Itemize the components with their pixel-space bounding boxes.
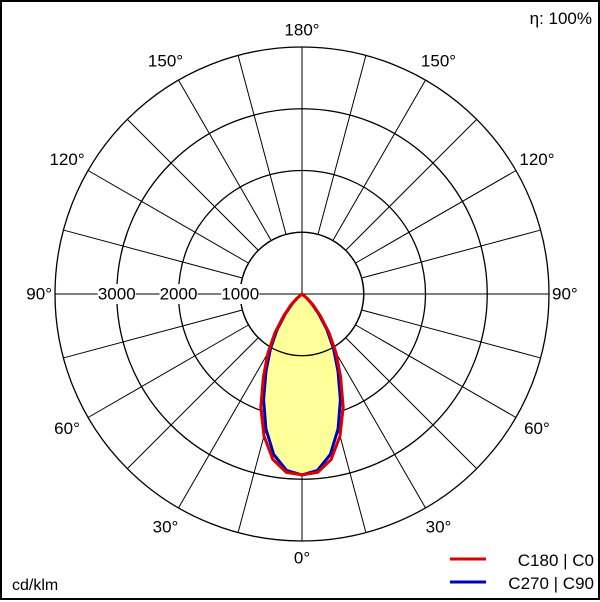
grid-spoke-45-right bbox=[345, 337, 478, 470]
angle-label-120-right: 120° bbox=[519, 150, 554, 169]
grid-spoke-135-left bbox=[126, 118, 259, 251]
angle-label-30-left: 30° bbox=[153, 517, 179, 536]
radial-tick-bg-1000 bbox=[221, 284, 260, 304]
legend-label-c270-c90: C270 | C90 bbox=[508, 574, 594, 593]
grid-spoke-60-right bbox=[355, 324, 517, 418]
radial-tick-label-2000: 2000 bbox=[160, 285, 198, 304]
angle-label-150-right: 150° bbox=[421, 52, 456, 71]
angle-label-150-left: 150° bbox=[148, 52, 183, 71]
grid-spoke-75-left bbox=[63, 309, 243, 359]
efficiency-label: η: 100% bbox=[530, 9, 592, 28]
grid-spoke-45-left bbox=[126, 337, 259, 470]
radial-tick-label-1000: 1000 bbox=[221, 285, 259, 304]
angle-label-60-left: 60° bbox=[54, 419, 80, 438]
axis-labels: 0° 30° 30° 60° 60° 90° 90° 120° 120° 150° 150° 180°… bbox=[26, 21, 577, 568]
grid-spoke-30-right bbox=[332, 347, 426, 509]
grid-spoke-120-right bbox=[355, 170, 517, 264]
grid-spoke-165-left bbox=[237, 55, 287, 235]
legend-label-c180-c0: C180 | C0 bbox=[518, 551, 594, 570]
series-curves bbox=[259, 292, 345, 477]
legend: C180 | C0 C270 | C90 bbox=[450, 551, 594, 593]
grid-spoke-105-left bbox=[63, 229, 243, 279]
beam-area bbox=[263, 294, 341, 475]
angle-label-0: 0° bbox=[294, 549, 310, 568]
angle-label-90-right: 90° bbox=[552, 285, 578, 304]
radial-tick-bg-2000 bbox=[159, 284, 198, 304]
grid-spoke-135-right bbox=[345, 118, 478, 251]
polar-grid bbox=[54, 46, 550, 542]
grid-spoke-75-right bbox=[361, 309, 541, 359]
grid-spoke-120-left bbox=[87, 170, 249, 264]
grid-spoke-150-right bbox=[332, 79, 426, 241]
grid-spoke-105-right bbox=[361, 229, 541, 279]
angle-label-30-right: 30° bbox=[426, 517, 452, 536]
unit-label: cd/klm bbox=[12, 577, 58, 594]
angle-label-60-right: 60° bbox=[524, 419, 550, 438]
grid-spoke-165-right bbox=[317, 55, 367, 235]
radial-tick-label-3000: 3000 bbox=[98, 285, 136, 304]
radial-tick-bg-3000 bbox=[97, 284, 136, 304]
angle-label-120-left: 120° bbox=[49, 150, 84, 169]
grid-spoke-60-left bbox=[87, 324, 249, 418]
grid-spoke-150-left bbox=[178, 79, 272, 241]
series-line-c180-c0 bbox=[259, 292, 345, 477]
angle-label-180: 180° bbox=[284, 21, 319, 40]
grid-spoke-30-left bbox=[178, 347, 272, 509]
angle-label-90-left: 90° bbox=[26, 285, 52, 304]
